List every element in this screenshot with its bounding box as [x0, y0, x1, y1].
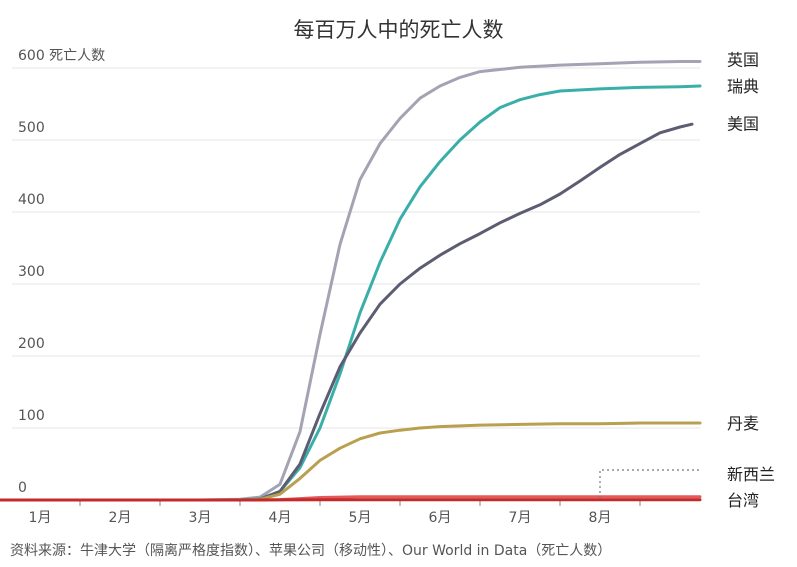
series-end-label: 英国	[727, 50, 759, 69]
y-tick-label: 0	[18, 480, 27, 496]
series-line	[0, 122, 694, 502]
y-tick-label: 400	[18, 192, 45, 208]
chart-title: 每百万人中的死亡人数	[293, 18, 504, 42]
series-end-label: 瑞典	[727, 77, 759, 96]
x-tick-label: 4月	[269, 510, 292, 526]
series-end-label: 丹麦	[727, 414, 759, 433]
series-end-label: 台湾	[727, 491, 759, 510]
source-note: 资料来源：牛津大学（隔离严格度指数）、苹果公司（移动性）、Our World i…	[10, 543, 612, 559]
series-line	[0, 421, 702, 502]
x-tick-label: 1月	[29, 510, 52, 526]
y-tick-label: 100	[18, 408, 45, 424]
x-tick-label: 3月	[189, 510, 212, 526]
x-tick-label: 6月	[429, 510, 452, 526]
x-tick-label: 2月	[109, 510, 132, 526]
series-end-label: 新西兰	[727, 465, 775, 484]
y-tick-label: 600 死亡人数	[18, 48, 105, 64]
x-tick-label: 8月	[589, 510, 612, 526]
x-tick-label: 5月	[349, 510, 372, 526]
series-line	[0, 84, 702, 502]
y-tick-label: 500	[18, 120, 45, 136]
series-end-label: 美国	[727, 114, 759, 133]
y-tick-label: 200	[18, 336, 45, 352]
series-line	[0, 60, 702, 502]
x-tick-label: 7月	[509, 510, 532, 526]
annotation-bracket	[599, 469, 702, 498]
y-tick-label: 300	[18, 264, 45, 280]
